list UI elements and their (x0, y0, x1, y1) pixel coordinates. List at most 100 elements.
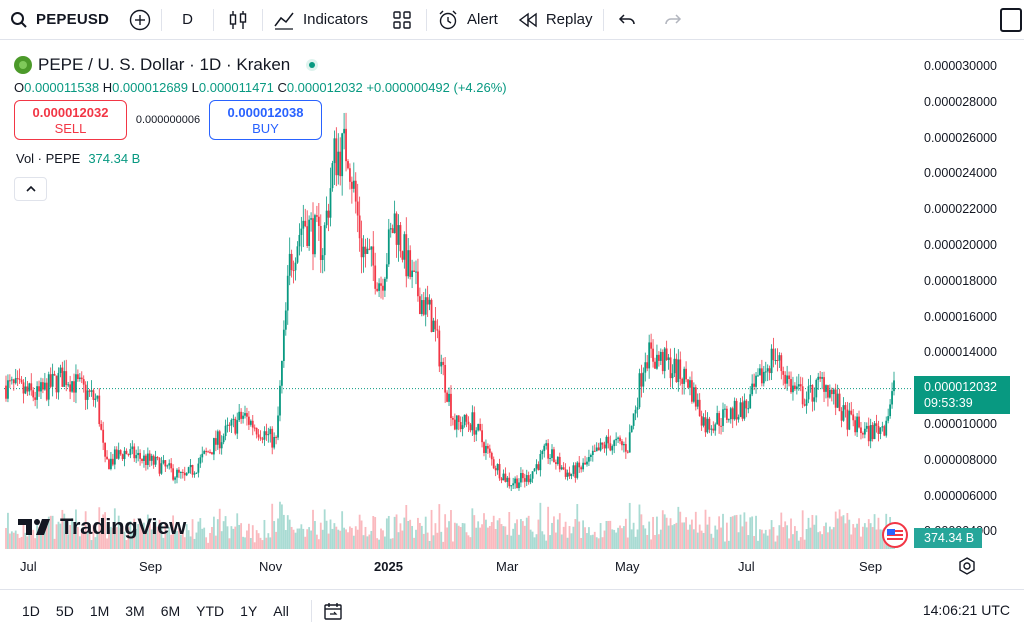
search-icon (11, 11, 27, 28)
range-1y[interactable]: 1Y (240, 602, 258, 619)
candle-body (24, 386, 27, 394)
volume-bar (22, 523, 25, 549)
volume-bar (106, 538, 108, 549)
date-range-icon[interactable] (322, 601, 344, 621)
symbol-name: PEPEUSD (36, 11, 110, 28)
volume-bar (168, 527, 171, 549)
candle-body (720, 425, 722, 427)
tradingview-logo[interactable]: TradingView (18, 514, 186, 540)
range-1m[interactable]: 1M (89, 602, 110, 619)
sell-button[interactable]: 0.000012032 SELL (14, 100, 127, 140)
volume-bar (94, 537, 97, 549)
candle-body (277, 415, 279, 438)
range-ytd[interactable]: YTD (196, 602, 225, 619)
volume-bar (12, 532, 15, 549)
candle-body (702, 417, 705, 426)
volume-bar (372, 516, 375, 549)
compare-button[interactable] (119, 0, 161, 40)
volume-bar (465, 532, 468, 549)
undo-button[interactable] (604, 0, 650, 40)
redo-button[interactable] (650, 0, 696, 40)
candle-body (560, 467, 563, 470)
range-5d[interactable]: 5D (55, 602, 74, 619)
candle-body (20, 379, 23, 383)
candle-body (815, 379, 818, 398)
volume-bar (193, 538, 196, 549)
candle-body (683, 368, 686, 384)
volume-bar (366, 536, 369, 549)
indicators-button[interactable]: Indicators (263, 0, 378, 40)
candle-body (652, 348, 654, 362)
candle-body (611, 446, 614, 451)
volume-bar (438, 504, 441, 549)
candle-body (331, 163, 334, 189)
replay-button[interactable]: Replay (508, 0, 603, 40)
collapse-legend-button[interactable] (14, 177, 47, 201)
candle-body (172, 468, 175, 480)
volume-bar (659, 529, 662, 549)
volume-bar (119, 528, 122, 549)
volume-bar (819, 531, 822, 549)
candle-body (648, 342, 651, 369)
volume-bar (494, 528, 497, 549)
candle-body (661, 351, 664, 372)
volume-bar (42, 530, 44, 549)
price-tick-label: 0.000018000 (924, 273, 997, 288)
volume-bar (426, 532, 429, 549)
price-tick-label: 0.000030000 (924, 59, 997, 73)
volume-bar (483, 513, 485, 549)
volume-bar (370, 530, 373, 549)
candle-body (69, 384, 72, 392)
candle-body (549, 457, 551, 459)
buy-button[interactable]: 0.000012038 BUY (209, 100, 322, 140)
candle-body (275, 436, 277, 438)
volume-bar (325, 520, 328, 549)
symbol-search[interactable]: PEPEUSD (0, 0, 119, 40)
candle-body (415, 271, 417, 273)
volume-bar (189, 536, 192, 549)
volume-bar (213, 516, 215, 549)
time-axis[interactable]: Jul Sep Nov 2025 Mar May Jul Sep (0, 553, 1024, 579)
candle-body (333, 138, 336, 164)
candle-body (646, 362, 649, 369)
chart-type-button[interactable] (214, 0, 262, 40)
candle-body (315, 215, 318, 217)
candle-body (541, 451, 544, 455)
volume-bar (263, 519, 266, 549)
layouts-button[interactable] (378, 0, 426, 40)
candle-body (467, 421, 470, 425)
range-6m[interactable]: 6M (160, 602, 181, 619)
settings-icon[interactable] (957, 556, 977, 576)
interval-button[interactable]: D (162, 0, 213, 40)
candle-body (735, 400, 738, 420)
alert-button[interactable]: Alert (427, 0, 508, 40)
range-3m[interactable]: 3M (125, 602, 145, 619)
candle-body (461, 425, 464, 430)
volume-bar (778, 525, 781, 549)
price-axis[interactable]: 0.000030000 0.000028000 0.000026000 0.00002… (910, 41, 1024, 551)
candle-body (856, 416, 858, 433)
candle-body (452, 418, 454, 420)
volume-bar (698, 524, 701, 549)
volume-bar (873, 514, 876, 549)
price-tick-label: 0.000020000 (924, 238, 997, 252)
candle-body (298, 234, 301, 247)
volume-bar (537, 519, 540, 549)
volume-bar (238, 524, 241, 549)
maximize-icon[interactable] (1000, 8, 1022, 32)
candle-body (7, 380, 9, 399)
volume-bar (531, 531, 534, 549)
range-all[interactable]: All (273, 602, 289, 619)
volume-bar (834, 511, 837, 549)
volume-bar (805, 529, 808, 549)
volume-bar (731, 516, 734, 549)
volume-bar (838, 509, 841, 549)
volume-bar (181, 529, 184, 549)
volume-bar (586, 533, 588, 549)
candle-body (572, 465, 575, 474)
volume-bar (286, 515, 289, 549)
volume-bar (428, 540, 431, 549)
range-1d[interactable]: 1D (22, 602, 40, 619)
utc-clock[interactable]: 14:06:21 UTC (922, 602, 1010, 618)
